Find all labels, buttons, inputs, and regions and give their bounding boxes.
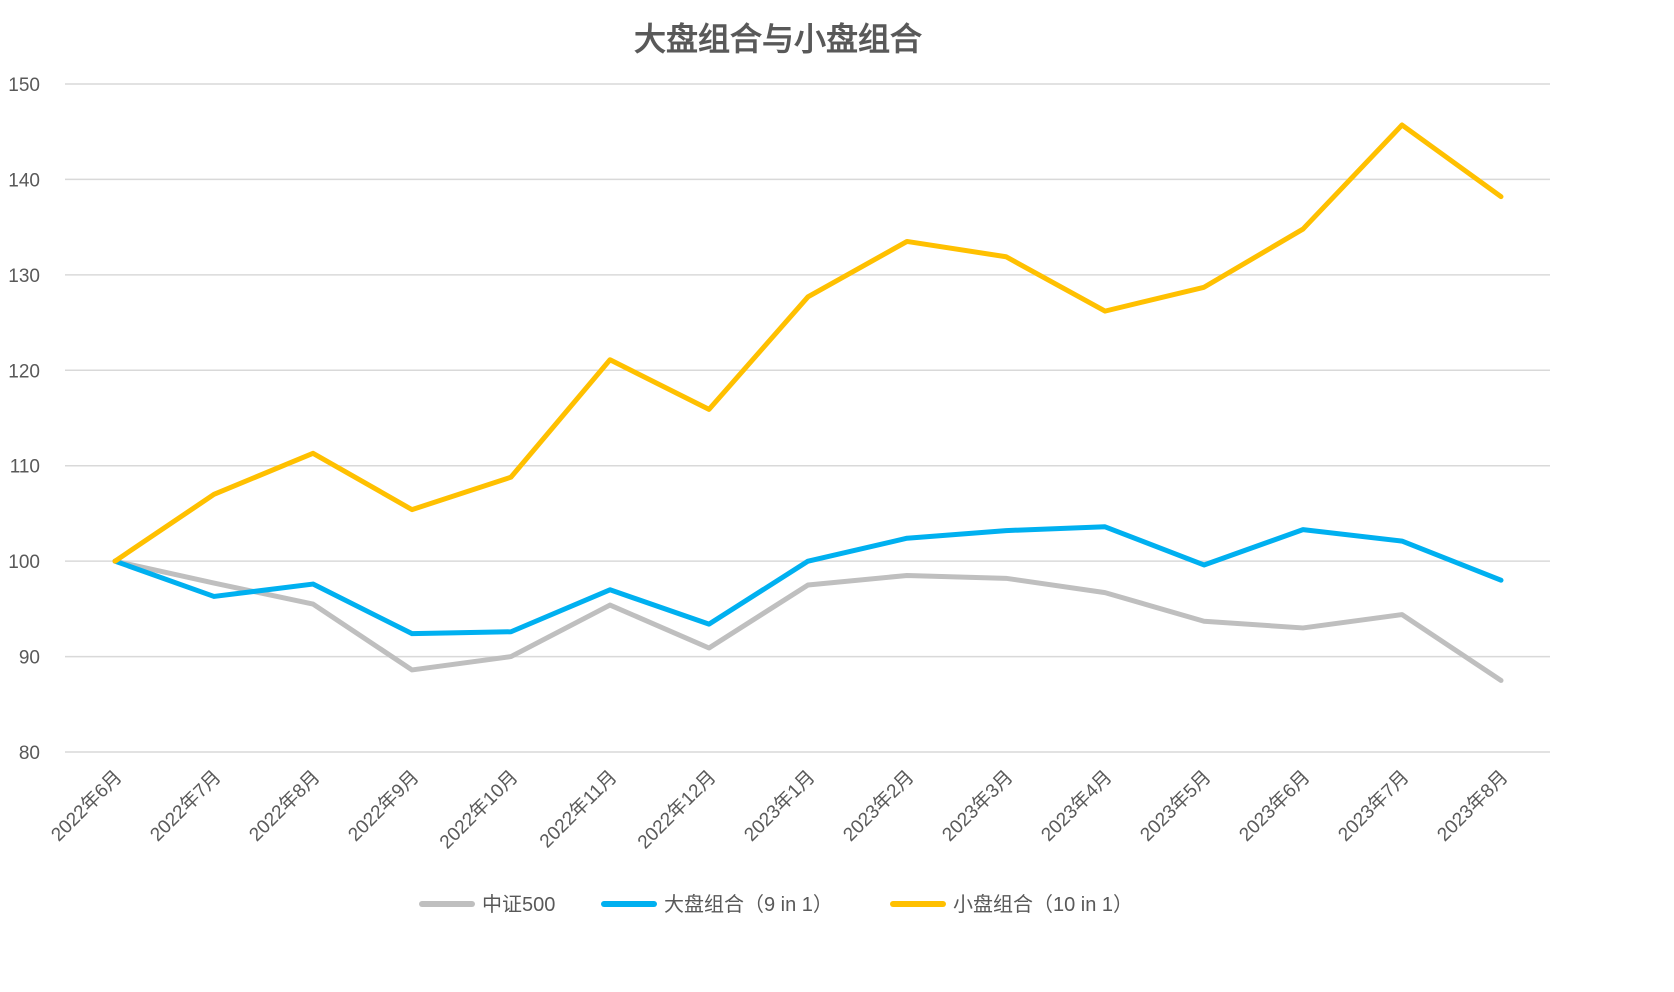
- x-tick-label: 2022年6月: [47, 766, 127, 846]
- x-tick-label: 2023年8月: [1433, 766, 1513, 846]
- x-tick-label: 2022年7月: [146, 766, 226, 846]
- series-line-1: [112, 524, 1504, 637]
- chart-title: 大盘组合与小盘组合: [634, 21, 922, 57]
- y-tick-label: 150: [8, 75, 40, 96]
- x-tick-label: 2023年2月: [839, 766, 919, 846]
- x-tick-label: 2022年8月: [245, 766, 325, 846]
- y-tick-label: 80: [19, 743, 40, 764]
- x-tick-label: 2023年1月: [740, 766, 820, 846]
- y-tick-label: 90: [19, 648, 40, 669]
- x-tick-label: 2023年7月: [1334, 766, 1414, 846]
- x-tick-label: 2023年6月: [1235, 766, 1315, 846]
- y-tick-label: 130: [8, 266, 40, 287]
- series-line-0: [112, 558, 1504, 683]
- x-tick-label: 2023年3月: [938, 766, 1018, 846]
- legend-label: 小盘组合（10 in 1）: [953, 893, 1133, 916]
- y-tick-label: 100: [8, 552, 40, 573]
- y-tick-label: 140: [8, 170, 40, 191]
- legend-label: 大盘组合（9 in 1）: [664, 893, 833, 916]
- y-tick-label: 110: [10, 457, 40, 478]
- y-tick-label: 120: [8, 361, 40, 382]
- x-tick-label: 2022年12月: [633, 766, 720, 853]
- series-line-2: [112, 122, 1504, 564]
- x-tick-label: 2022年9月: [344, 766, 424, 846]
- x-tick-label: 2023年4月: [1037, 766, 1117, 846]
- x-tick-label: 2023年5月: [1136, 766, 1216, 846]
- legend-label: 中证500: [482, 893, 555, 916]
- x-tick-label: 2022年10月: [435, 766, 522, 853]
- x-tick-label: 2022年11月: [535, 766, 621, 852]
